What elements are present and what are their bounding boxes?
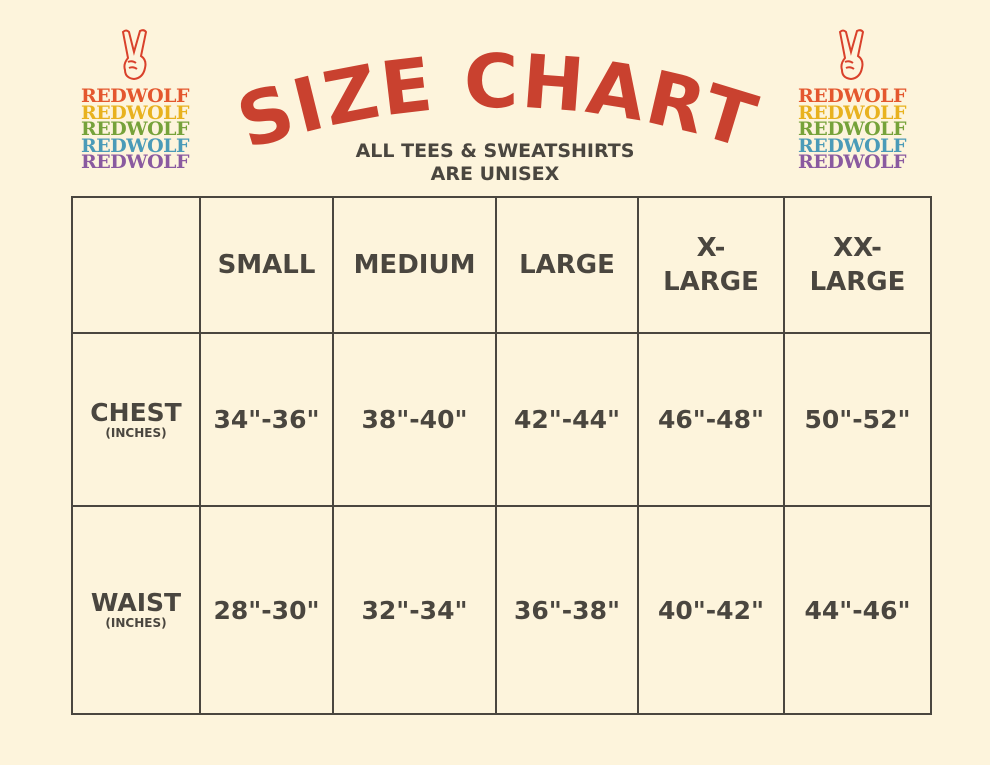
row-label: CHEST (INCHES) (71, 332, 201, 507)
header-row: SMALL MEDIUM LARGE X- LARGE XX- LARGE (71, 196, 932, 334)
subtitle-line-1: ALL TEES & SWEATSHIRTS (355, 140, 635, 162)
row-unit: (INCHES) (105, 425, 167, 440)
brand-wordmark: REDWOLF (81, 118, 190, 140)
row-label: WAIST (INCHES) (71, 505, 201, 715)
peace-hand-icon (121, 29, 148, 81)
table-row: WAIST (INCHES) 28"-30" 32"-34" 36"-38" 40… (71, 505, 932, 715)
brand-wordmark: REDWOLF (798, 151, 907, 173)
brand-wordmark: REDWOLF (798, 118, 907, 140)
table-cell: 46"-48" (637, 332, 785, 507)
row-label-text: WAIST (90, 588, 182, 617)
peace-hand-icon (838, 29, 865, 81)
brand-wordmark: REDWOLF (81, 85, 190, 107)
page-title: SIZE CHART (228, 39, 765, 166)
table-cell: 38"-40" (332, 332, 497, 507)
column-header: MEDIUM (332, 196, 497, 334)
brand-wordmark: REDWOLF (798, 101, 907, 124)
subtitle-line-2: ARE UNISEX (430, 163, 560, 185)
table-cell: 34"-36" (199, 332, 334, 507)
table-cell: 40"-42" (637, 505, 785, 715)
table-row: CHEST (INCHES) 34"-36" 38"-40" 42"-44" 46… (71, 332, 932, 507)
column-header: XX- LARGE (783, 196, 932, 334)
table-cell: 42"-44" (495, 332, 639, 507)
brand-wordmark: REDWOLF (81, 101, 190, 124)
brand-wordmark: REDWOLF (798, 134, 907, 157)
table-cell: 50"-52" (783, 332, 932, 507)
size-table: SMALL MEDIUM LARGE X- LARGE XX- LARGE CH… (71, 196, 932, 715)
table-cell: 32"-34" (332, 505, 497, 715)
subtitle: ALL TEES & SWEATSHIRTS ARE UNISEX (0, 140, 990, 186)
column-header: SMALL (199, 196, 334, 334)
brand-logo-left: REDWOLF REDWOLF REDWOLF REDWOLF REDWOLF (70, 28, 200, 171)
table-cell: 28"-30" (199, 505, 334, 715)
column-header: LARGE (495, 196, 639, 334)
corner-cell (71, 196, 201, 334)
table-cell: 36"-38" (495, 505, 639, 715)
column-header: X- LARGE (637, 196, 785, 334)
brand-logo-right: REDWOLF REDWOLF REDWOLF REDWOLF REDWOLF (787, 28, 917, 171)
brand-wordmark: REDWOLF (81, 134, 190, 157)
brand-wordmark: REDWOLF (798, 85, 907, 107)
table-cell: 44"-46" (783, 505, 932, 715)
row-unit: (INCHES) (105, 616, 167, 630)
row-label-text: CHEST (90, 397, 182, 427)
brand-wordmark: REDWOLF (81, 151, 190, 173)
